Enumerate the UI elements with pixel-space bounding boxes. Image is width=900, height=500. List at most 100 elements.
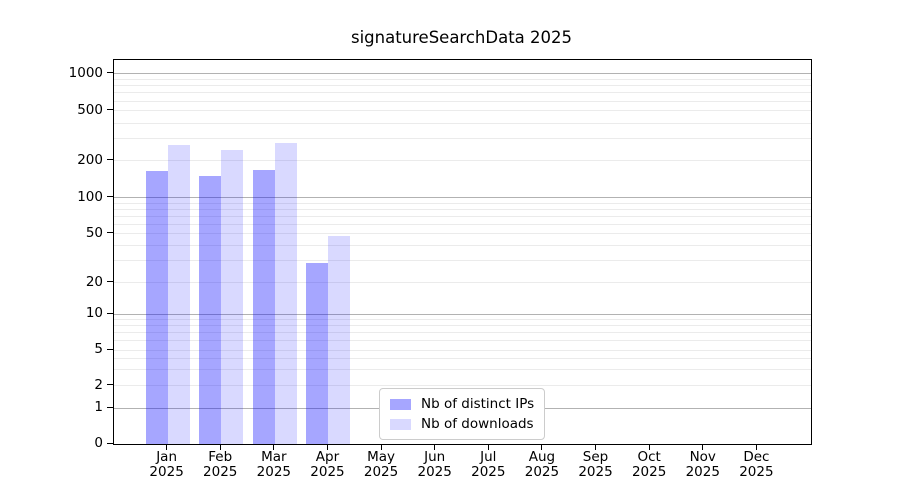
legend-item: Nb of downloads xyxy=(390,414,534,434)
y-gridline-minor xyxy=(114,319,811,321)
x-tick-year: 2025 xyxy=(524,464,560,480)
y-gridline-minor xyxy=(114,215,811,217)
y-gridline-minor xyxy=(114,110,811,112)
y-gridline-minor xyxy=(114,325,811,327)
x-tick-label: Oct 2025 xyxy=(619,450,679,480)
x-tick-year: 2025 xyxy=(256,464,292,480)
x-tick-year: 2025 xyxy=(363,464,399,480)
x-tick-label: Dec 2025 xyxy=(726,450,786,480)
y-gridline-minor xyxy=(114,223,811,225)
x-tick-label: Jan 2025 xyxy=(137,450,197,480)
y-gridline-minor xyxy=(114,122,811,124)
y-tick-mark xyxy=(107,281,113,283)
x-tick-label: Aug 2025 xyxy=(512,450,572,480)
x-tick-year: 2025 xyxy=(417,464,452,480)
y-gridline-minor xyxy=(114,369,811,371)
legend-swatch xyxy=(390,398,411,410)
x-tick-year: 2025 xyxy=(310,464,345,480)
y-tick-mark xyxy=(107,72,113,74)
x-tick-year: 2025 xyxy=(685,464,720,480)
x-tick-mark xyxy=(380,444,382,450)
y-tick-label: 500 xyxy=(77,101,103,118)
y-gridline-minor xyxy=(114,233,811,235)
x-tick-label: Jul 2025 xyxy=(458,450,518,480)
x-tick-month: Jul xyxy=(480,449,497,465)
x-tick-month: Jun xyxy=(424,449,446,465)
y-gridline-major xyxy=(114,197,811,199)
x-tick-label: May 2025 xyxy=(351,450,411,480)
x-tick-month: Aug xyxy=(528,449,556,465)
y-gridline-minor xyxy=(114,208,811,210)
y-gridline-minor xyxy=(114,358,811,360)
bar-mar-ips xyxy=(252,169,275,444)
x-tick-mark xyxy=(219,444,221,450)
x-tick-year: 2025 xyxy=(631,464,667,480)
y-gridline-minor xyxy=(114,160,811,162)
legend-swatch xyxy=(390,418,411,430)
x-tick-label: Apr 2025 xyxy=(297,450,357,480)
y-tick-label: 1 xyxy=(94,399,103,416)
x-tick-mark xyxy=(648,444,650,450)
x-tick-year: 2025 xyxy=(739,464,774,480)
y-tick-label: 50 xyxy=(85,224,103,241)
y-gridline-minor xyxy=(114,78,811,80)
y-gridline-minor xyxy=(114,85,811,87)
x-tick-mark xyxy=(166,444,168,450)
x-tick-label: Mar 2025 xyxy=(244,450,304,480)
y-tick-mark xyxy=(107,442,113,444)
x-tick-label: Jun 2025 xyxy=(405,450,465,480)
y-gridline-minor xyxy=(114,260,811,262)
y-tick-mark xyxy=(107,312,113,314)
y-tick-label: 5 xyxy=(94,341,103,358)
y-gridline-minor xyxy=(114,202,811,204)
bar-apr-downloads xyxy=(328,235,351,444)
y-gridline-minor xyxy=(114,332,811,334)
chart-title: signatureSearchData 2025 xyxy=(350,28,573,47)
y-gridline-minor xyxy=(114,340,811,342)
x-tick-month: Mar xyxy=(261,449,287,465)
x-tick-label: Feb 2025 xyxy=(190,450,250,480)
y-gridline-minor xyxy=(114,138,811,140)
x-tick-month: Feb xyxy=(208,449,233,465)
x-tick-mark xyxy=(434,444,436,450)
legend-label: Nb of downloads xyxy=(421,416,534,432)
x-tick-month: Dec xyxy=(743,449,770,465)
y-gridline-major xyxy=(114,313,811,315)
x-tick-mark xyxy=(595,444,597,450)
legend-label: Nb of distinct IPs xyxy=(421,396,535,412)
y-tick-mark xyxy=(107,348,113,350)
x-tick-mark xyxy=(273,444,275,450)
x-tick-month: May xyxy=(367,449,396,465)
legend: Nb of distinct IPs Nb of downloads xyxy=(379,388,546,440)
bar-mar-downloads xyxy=(274,142,297,444)
y-gridline-major xyxy=(114,73,811,75)
legend-item: Nb of distinct IPs xyxy=(390,394,534,414)
x-tick-year: 2025 xyxy=(578,464,613,480)
bar-apr-ips xyxy=(306,262,329,444)
x-tick-year: 2025 xyxy=(471,464,506,480)
y-tick-mark xyxy=(107,159,113,161)
y-tick-label: 100 xyxy=(77,188,103,205)
x-tick-label: Sep 2025 xyxy=(566,450,626,480)
y-tick-mark xyxy=(107,196,113,198)
bar-jan-ips xyxy=(145,171,168,444)
y-tick-label: 1000 xyxy=(68,64,103,81)
y-tick-label: 2 xyxy=(94,376,103,393)
y-tick-mark xyxy=(107,232,113,234)
y-tick-label: 20 xyxy=(85,273,103,290)
x-tick-mark xyxy=(702,444,704,450)
y-tick-label: 10 xyxy=(85,305,103,322)
y-gridline-minor xyxy=(114,282,811,284)
y-tick-label: 200 xyxy=(77,151,103,168)
x-tick-month: Apr xyxy=(315,449,340,465)
y-tick-label: 0 xyxy=(94,435,103,451)
bar-jan-downloads xyxy=(167,144,190,444)
y-tick-mark xyxy=(107,109,113,111)
x-tick-mark xyxy=(487,444,489,450)
y-gridline-minor xyxy=(114,244,811,246)
x-tick-month: Nov xyxy=(689,449,716,465)
x-tick-year: 2025 xyxy=(149,464,184,480)
x-tick-mark xyxy=(755,444,757,450)
x-tick-year: 2025 xyxy=(203,464,238,480)
